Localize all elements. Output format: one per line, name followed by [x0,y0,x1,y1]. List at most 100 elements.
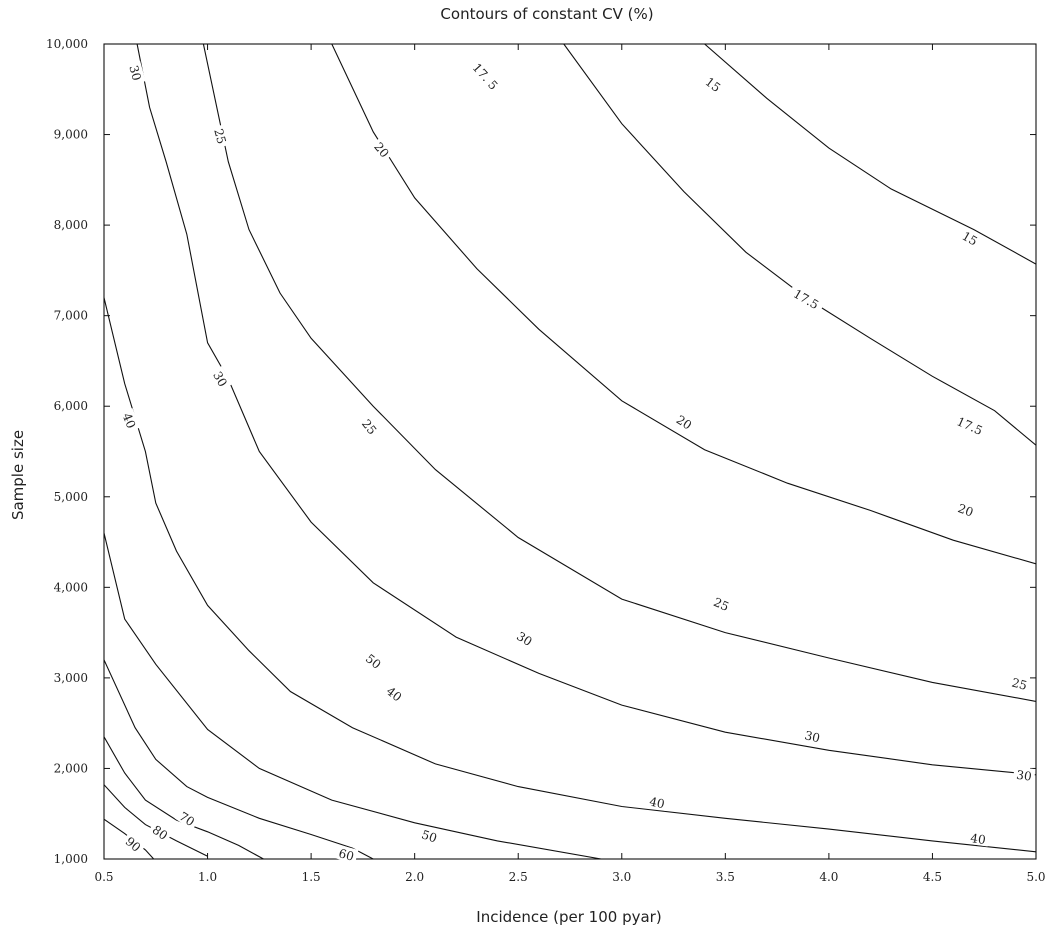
x-tick-label: 1.5 [302,870,321,884]
contour-label: 30 [1012,766,1036,784]
contour-label-bg [957,226,983,250]
y-tick-label: 8,000 [54,218,88,232]
contour-label-bg [174,806,200,830]
contour-label-text: 30 [514,629,534,649]
contour-label: 40 [119,407,141,433]
x-tick-label: 5.0 [1026,870,1045,884]
contour-label-text: 60 [337,846,355,863]
contour-label: 40 [645,792,669,811]
contour-label-bg [709,592,735,615]
contour-line-70 [104,736,264,859]
contour-label-text: 30 [803,728,821,745]
x-tick-label: 4.5 [923,870,942,884]
contour-label-text: 40 [120,411,139,430]
contour-label: 30 [209,366,233,392]
contour-line-80 [104,784,208,857]
contour-label: 30 [800,726,825,746]
contour-label: 25 [357,413,382,439]
contour-label-bg [512,626,538,650]
contour-line-25 [202,44,1036,702]
x-tick-label: 4.0 [819,870,838,884]
contour-label-bg [966,829,990,847]
x-axis: 0.5 1.0 1.5 2.0 2.5 3.0 3.5 4.0 4.5 5.0 [94,44,1046,884]
y-tick-label: 9,000 [54,128,88,142]
plot-frame [103,43,1037,860]
contour-label-text: 17.5 [955,414,985,438]
contour-label-bg [953,499,979,520]
y-tick-label: 6,000 [54,399,88,413]
x-tick-label: 1.0 [198,870,217,884]
contour-label: 30 [512,626,538,650]
contour-label: 25 [709,592,735,615]
contour-label-bg [370,136,395,162]
contour-label-text: 20 [956,501,975,519]
y-tick-label: 2,000 [54,761,88,775]
contour-label-bg [700,72,727,96]
contour-label-bg [382,681,408,706]
contour-line-30 [136,44,1036,776]
contour-label: 15 [700,72,727,96]
contour-label-bg [126,60,146,85]
contour-label: 17.5 [950,411,990,439]
contour-label-text: 40 [648,794,666,811]
y-tick-label: 10,000 [46,37,88,51]
contour-label-bg [671,410,698,434]
contour-label: 40 [966,829,990,847]
contour-label: 50 [417,825,442,846]
contour-label-text: 30 [126,64,143,82]
contour-label: 60 [334,844,359,864]
chart-title: Contours of constant CV (%) [440,5,653,23]
y-tick-label: 5,000 [54,490,88,504]
y-tick-label: 4,000 [54,580,88,594]
contour-label-text: 25 [711,595,731,614]
contour-label: 80 [147,820,174,844]
contour-label: 30 [126,60,146,85]
x-tick-label: 3.0 [612,870,631,884]
contour-label-bg [950,411,990,439]
contour-label-text: 25 [211,127,228,145]
x-tick-label: 0.5 [94,870,113,884]
contour-label-bg [209,366,233,392]
contour-label-bg [1007,673,1032,693]
y-axis: 1,000 2,000 3,000 4,000 5,000 6,000 7,000 8,000… [46,37,1036,866]
contour-label-bg [334,844,359,864]
y-axis-title: Sample size [9,430,27,520]
contour-label-text: 30 [210,369,230,389]
contour-label: 20 [953,499,979,520]
x-tick-label: 2.0 [405,870,424,884]
contour-label-text: 40 [969,831,986,847]
contour-label: 40 [382,681,408,706]
contour-label-bg [1012,766,1036,784]
contour-label: 17. 5 [466,55,506,97]
x-tick-label: 3.5 [716,870,735,884]
contour-label-text: 50 [420,827,439,845]
x-tick-label: 2.5 [509,870,528,884]
contour-line-17-5 [563,44,1036,446]
contour-label-bg [800,726,825,746]
contour-label-bg [645,792,669,811]
y-tick-label: 3,000 [54,671,88,685]
contour-line-40 [104,297,1036,853]
contour-line-20 [331,44,1036,565]
contour-label-text: 30 [1015,768,1032,784]
x-axis-title: Incidence (per 100 pyar) [476,908,661,926]
contour-label-text: 25 [1010,675,1028,692]
contour-label-bg [787,283,826,314]
contour-line-15 [704,44,1036,265]
contour-label-bg [361,648,387,673]
contour-label: 17.5 [787,283,826,314]
contour-label: 25 [211,124,231,149]
y-tick-label: 1,000 [54,852,88,866]
contour-line-50 [104,532,602,859]
contour-line-60 [104,659,374,859]
contour-label-bg [121,831,147,856]
contour-label-bg [357,413,382,439]
contour-label: 25 [1007,673,1032,693]
contour-lines [104,44,1036,859]
contour-label: 20 [671,410,698,434]
y-tick-label: 7,000 [54,309,88,323]
contour-label-bg [417,825,442,846]
contour-label-bg [466,55,506,97]
contour-label: 50 [361,648,387,673]
